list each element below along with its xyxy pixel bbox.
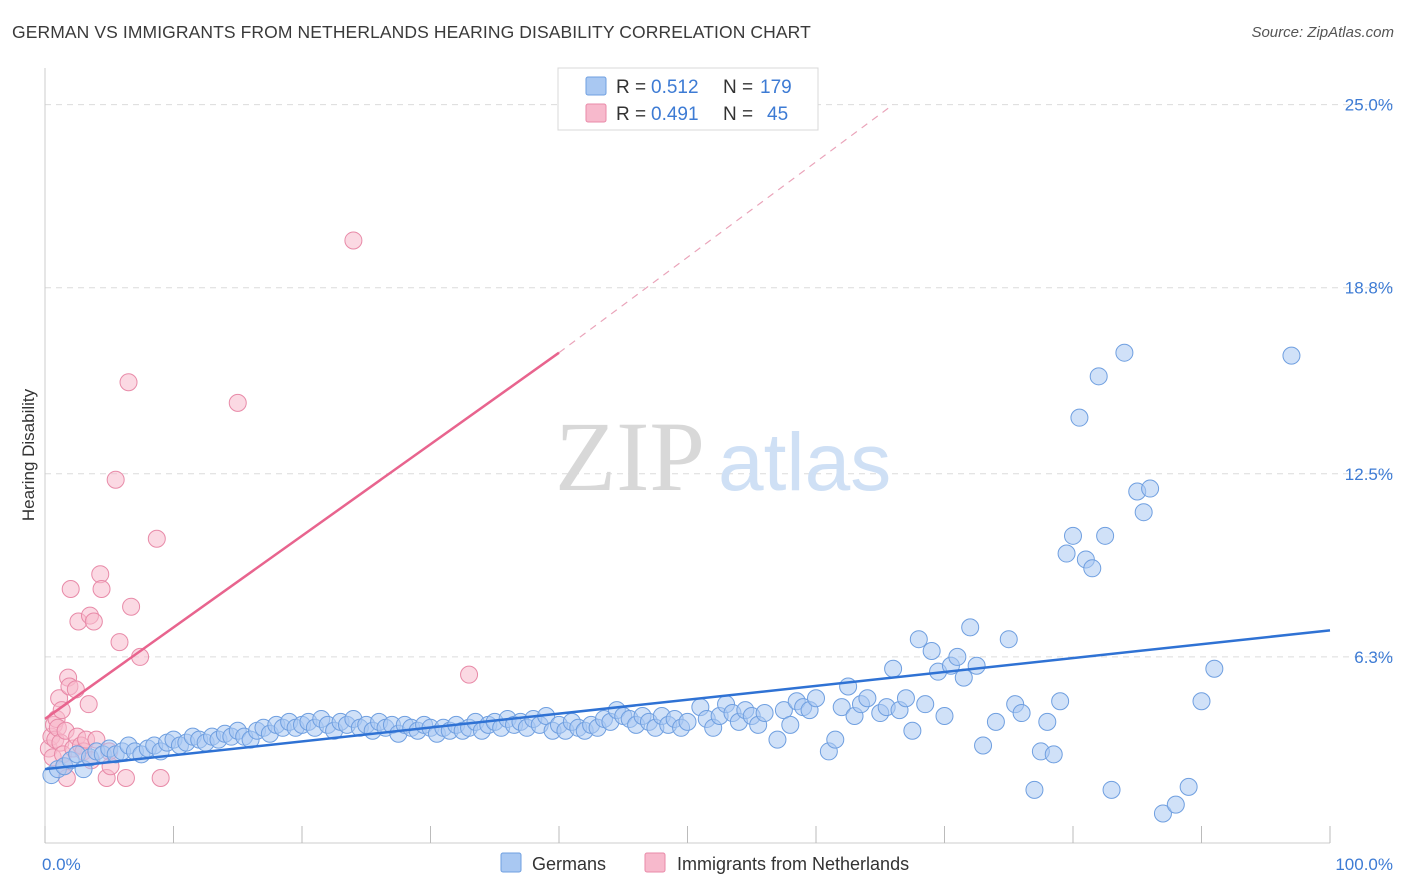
legend-r-label: R = — [616, 104, 646, 125]
legend-n-value: 179 — [760, 77, 792, 98]
data-point-germans — [999, 630, 1018, 649]
data-point-germans — [948, 647, 967, 666]
data-point-germans — [1044, 745, 1063, 764]
data-point-netherlands — [52, 701, 71, 720]
y-tick-labels: 6.3% 12.5% 18.8% 25.0% — [1345, 96, 1393, 667]
legend-r-label: R = — [616, 77, 646, 98]
data-point-germans — [1179, 777, 1198, 796]
legend-swatch-germans — [500, 852, 522, 873]
data-point-netherlands — [147, 529, 166, 548]
data-point-netherlands — [66, 680, 85, 699]
legend-bottom: Germans Immigrants from Netherlands — [500, 852, 909, 874]
data-point-germans — [961, 618, 980, 637]
data-point-germans — [1038, 712, 1057, 731]
trend-lines — [44, 104, 1331, 771]
y-tick-label: 25.0% — [1345, 96, 1393, 115]
y-axis-label: Hearing Disability — [19, 388, 38, 521]
data-point-germans — [858, 689, 877, 708]
chart-title: GERMAN VS IMMIGRANTS FROM NETHERLANDS HE… — [12, 22, 811, 42]
watermark-zip: ZIP — [555, 401, 705, 512]
legend-swatch-netherlands — [585, 103, 607, 123]
data-point-germans — [986, 712, 1005, 731]
data-point-germans — [896, 689, 915, 708]
data-point-germans — [826, 730, 845, 749]
data-point-germans — [909, 630, 928, 649]
data-point-germans — [1102, 780, 1121, 799]
data-point-netherlands — [110, 633, 129, 652]
data-point-germans — [1282, 346, 1301, 365]
data-point-netherlands — [228, 393, 247, 412]
data-point-germans — [1064, 526, 1082, 545]
data-point-netherlands — [79, 695, 98, 714]
data-point-germans — [768, 730, 787, 749]
legend-n-label: N = — [723, 104, 753, 125]
grid-lines — [45, 104, 1395, 658]
legend-r-value: 0.491 — [651, 104, 699, 125]
data-point-germans — [974, 736, 993, 755]
data-point-germans — [678, 712, 697, 731]
data-point-germans — [1057, 544, 1076, 563]
data-point-germans — [922, 642, 941, 661]
watermark-atlas: atlas — [718, 417, 891, 508]
data-point-germans — [967, 656, 986, 675]
data-point-germans — [884, 659, 903, 678]
legend-label-netherlands: Immigrants from Netherlands — [677, 854, 909, 874]
data-point-netherlands — [92, 579, 111, 598]
data-point-germans — [1166, 795, 1185, 814]
data-point-germans — [1025, 780, 1044, 799]
x-tick-label: 100.0% — [1335, 855, 1393, 874]
legend-label-germans: Germans — [532, 854, 606, 874]
data-point-netherlands — [460, 665, 479, 684]
x-tick-label: 0.0% — [42, 855, 81, 874]
data-point-germans — [755, 704, 774, 723]
legend-swatch-germans — [585, 76, 607, 96]
data-point-netherlands — [106, 470, 125, 489]
data-point-netherlands — [344, 231, 363, 250]
data-point-germans — [1089, 367, 1108, 386]
data-point-germans — [903, 721, 922, 740]
data-point-netherlands — [84, 612, 103, 631]
netherlands-points — [39, 231, 479, 788]
legend-n-value: 45 — [767, 104, 788, 125]
legend-n-label: N = — [723, 77, 753, 98]
data-point-germans — [1096, 526, 1115, 545]
data-point-germans — [1192, 692, 1211, 711]
trend-line-netherlands — [44, 351, 560, 720]
data-point-germans — [1115, 343, 1134, 362]
data-point-germans — [1134, 503, 1153, 522]
watermark: ZIP atlas — [555, 401, 891, 512]
legend-r-value: 0.512 — [651, 77, 699, 98]
data-point-germans — [832, 698, 851, 717]
axes — [44, 68, 1331, 844]
trend-line-germans — [44, 629, 1331, 771]
data-point-germans — [916, 695, 935, 714]
data-point-netherlands — [61, 579, 80, 598]
data-point-germans — [1012, 704, 1031, 723]
trend-line-netherlands-extension — [558, 104, 894, 354]
data-point-netherlands — [122, 597, 141, 616]
y-tick-label: 6.3% — [1354, 648, 1393, 667]
y-tick-label: 12.5% — [1345, 465, 1393, 484]
chart-source: Source: ZipAtlas.com — [1251, 24, 1394, 41]
data-point-germans — [1205, 659, 1224, 678]
x-tick-labels: 0.0% 100.0% — [42, 855, 1393, 874]
data-point-germans — [935, 706, 954, 725]
data-point-germans — [807, 689, 825, 708]
data-point-germans — [1153, 804, 1172, 823]
data-point-netherlands — [151, 769, 170, 788]
data-point-netherlands — [116, 769, 135, 788]
data-point-germans — [1141, 479, 1160, 498]
legend-top: R = 0.512 N = 179 R = 0.491 N = 45 — [557, 67, 819, 131]
y-tick-label: 18.8% — [1345, 279, 1393, 298]
german-points — [42, 343, 1301, 823]
data-point-netherlands — [119, 373, 138, 392]
legend-swatch-netherlands — [644, 852, 666, 873]
data-point-germans — [781, 715, 800, 734]
data-point-germans — [1083, 559, 1102, 578]
data-point-germans — [1070, 408, 1089, 427]
data-point-germans — [1051, 692, 1070, 711]
